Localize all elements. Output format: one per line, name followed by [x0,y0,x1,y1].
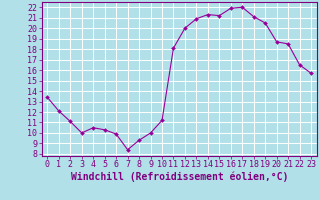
X-axis label: Windchill (Refroidissement éolien,°C): Windchill (Refroidissement éolien,°C) [70,172,288,182]
